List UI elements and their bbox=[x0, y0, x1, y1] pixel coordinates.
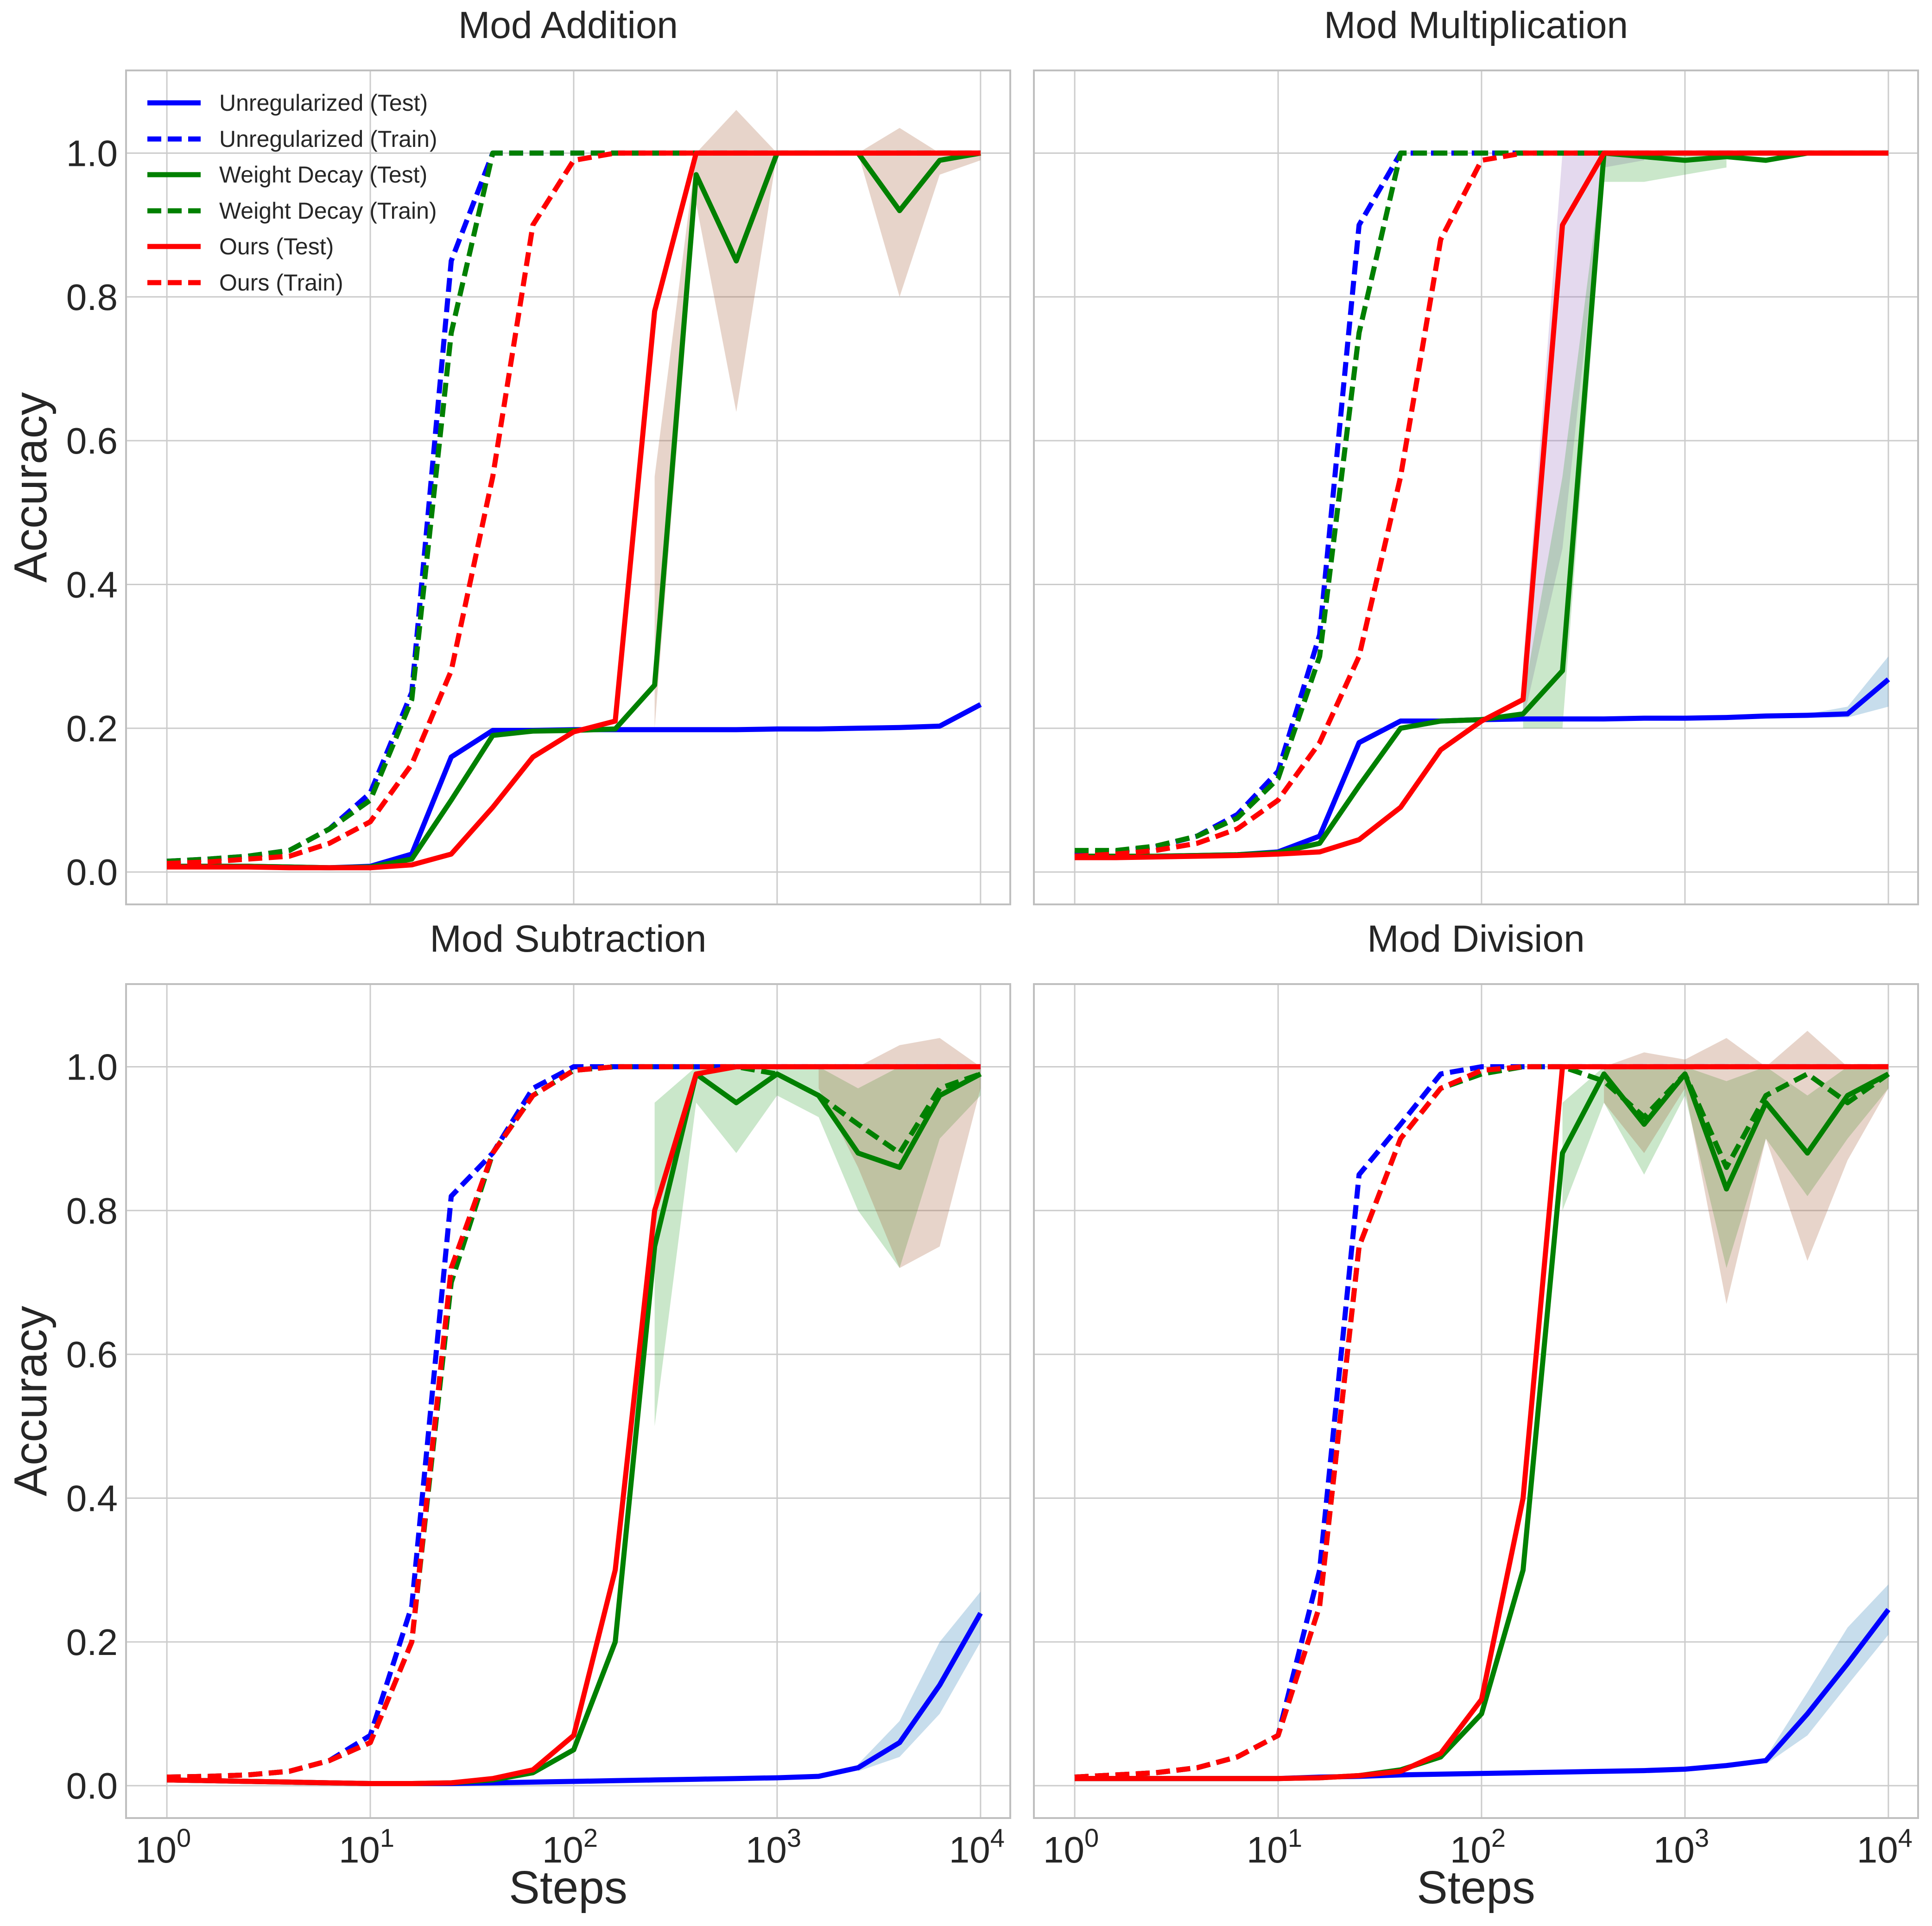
band-weight-decay-test bbox=[654, 110, 981, 728]
series-lines bbox=[167, 1064, 983, 1786]
panel-title: Mod Multiplication bbox=[1324, 4, 1628, 46]
panel-mod-multiplication: Mod Multiplication bbox=[1033, 4, 1919, 905]
series-ours-train bbox=[166, 150, 981, 866]
band-weight-decay-test bbox=[1523, 153, 1727, 728]
legend-label: Weight Decay (Test) bbox=[219, 162, 427, 188]
legend-item: Unregularized (Test) bbox=[147, 90, 428, 116]
legend: Unregularized (Test) Unregularized (Trai… bbox=[147, 90, 437, 296]
legend-item: Ours (Train) bbox=[147, 270, 343, 296]
panel-title: Mod Division bbox=[1367, 918, 1584, 960]
band-ours-test bbox=[1523, 153, 1644, 721]
x-axis-label-left: Steps bbox=[509, 1862, 627, 1913]
y-tick-label: 0.4 bbox=[66, 1478, 118, 1519]
uncertainty-bands bbox=[1523, 153, 1888, 728]
legend-item: Weight Decay (Train) bbox=[147, 198, 437, 224]
band-unregularized-test bbox=[1766, 1584, 1888, 1764]
y-tick-label: 0.0 bbox=[66, 852, 118, 893]
plot-frame bbox=[1033, 983, 1919, 1819]
x-axis-label-right: Steps bbox=[1417, 1862, 1535, 1913]
legend-item: Ours (Test) bbox=[147, 234, 334, 259]
y-tick-label: 0.8 bbox=[66, 1190, 118, 1231]
series-lines bbox=[1074, 150, 1890, 860]
plot-frame bbox=[1033, 69, 1919, 905]
x-tick-label: 101 bbox=[1247, 1823, 1302, 1870]
series-lines bbox=[166, 150, 982, 871]
y-tick-label: 0.0 bbox=[66, 1765, 118, 1806]
y-axis-label-bottom: Accuracy bbox=[5, 1306, 57, 1496]
legend-item: Weight Decay (Test) bbox=[147, 162, 427, 188]
series-ours-train bbox=[1074, 1064, 1888, 1780]
x-tick-label: 103 bbox=[746, 1823, 801, 1870]
y-tick-label: 1.0 bbox=[66, 133, 118, 174]
series-ours-train bbox=[1074, 150, 1888, 859]
y-tick-label: 0.6 bbox=[66, 1334, 118, 1375]
plot-frame bbox=[125, 983, 1011, 1819]
panel-title: Mod Subtraction bbox=[430, 918, 706, 960]
band-weight-decay-train bbox=[1604, 1030, 1888, 1304]
gridlines bbox=[126, 984, 1010, 1818]
series-ours-train bbox=[167, 1064, 981, 1780]
legend-label: Ours (Test) bbox=[219, 234, 334, 259]
plot-frame bbox=[125, 69, 1011, 905]
legend-label: Unregularized (Test) bbox=[219, 90, 428, 116]
legend-item: Unregularized (Train) bbox=[147, 126, 437, 152]
panel-mod-addition: Mod Addition 0.0 0.2 0.4 0.6 0.8 1.0 bbox=[66, 4, 1011, 905]
legend-label: Ours (Train) bbox=[219, 270, 343, 296]
y-tick-label: 1.0 bbox=[66, 1046, 118, 1087]
y-axis-label-top: Accuracy bbox=[5, 392, 57, 582]
panel-mod-division: Mod Division 100 101 102 103 104 bbox=[1033, 918, 1919, 1870]
legend-label: Weight Decay (Train) bbox=[219, 198, 437, 224]
y-tick-label: 0.4 bbox=[66, 564, 118, 605]
legend-label: Unregularized (Train) bbox=[219, 126, 437, 152]
band-unregularized-test bbox=[858, 1591, 981, 1772]
series-lines bbox=[1074, 1064, 1891, 1781]
series-weight-decay-train bbox=[1074, 1064, 1890, 1780]
band-unregularized-test bbox=[1807, 656, 1888, 718]
uncertainty-bands bbox=[654, 110, 981, 728]
y-tick-label: 0.2 bbox=[66, 1622, 118, 1663]
y-tick-label: 0.2 bbox=[66, 708, 118, 749]
y-tick-label: 0.8 bbox=[66, 277, 118, 318]
series-unregularized-train bbox=[1074, 1064, 1888, 1780]
y-tick-label: 0.6 bbox=[66, 420, 118, 461]
panel-title: Mod Addition bbox=[458, 4, 678, 46]
band-weight-decay-test bbox=[654, 1067, 981, 1427]
